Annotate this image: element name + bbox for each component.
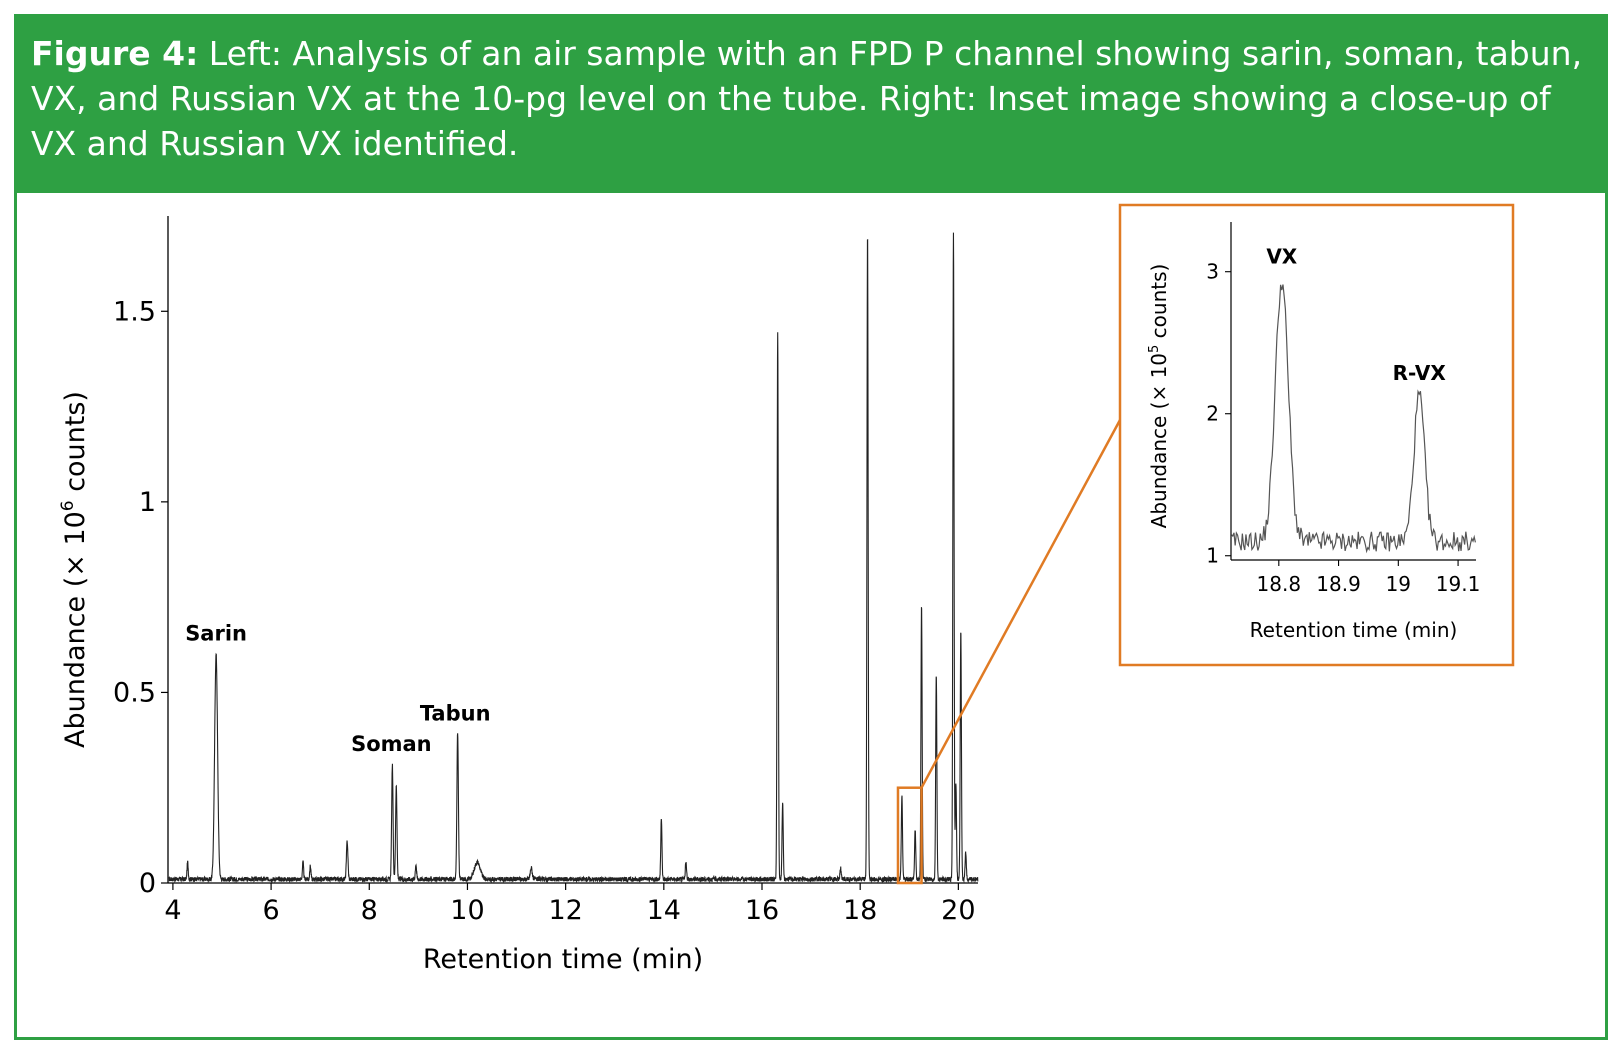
y-tick-label: 0 [139, 868, 156, 899]
zoom-highlight-box [896, 786, 923, 885]
main-chromatogram: 4 6 8 10 12 14 16 18 20 0 0.5 1 1.5 Sarin Soman Tabun Re… [58, 216, 979, 975]
inset-chromatogram-trace [1231, 284, 1476, 554]
inset-x-tick-label: 18.9 [1316, 572, 1361, 596]
inset-chromatogram: 18.8 18.9 19 19.1 1 2 3 VX R-VX Retention time (m… [1118, 203, 1515, 667]
zoom-connector [920, 419, 1122, 789]
chromatogram-trace [168, 232, 979, 884]
figure-caption-text: Left: Analysis of an air sample with an … [31, 34, 1583, 163]
y-tick-label: 1.5 [113, 296, 156, 327]
inset-y-axis-title: Abundance (× 105 counts) [1147, 264, 1171, 529]
x-tick-label: 20 [941, 895, 975, 926]
y-axis-title-part: counts) [60, 391, 91, 500]
y-axis-title-exponent: 6 [58, 500, 78, 511]
inset-y-axis-title-part: counts) [1147, 264, 1171, 345]
x-tick-label: 12 [548, 895, 582, 926]
inset-y-tick-label: 2 [1206, 402, 1219, 426]
inset-y-axis-title-exponent: 5 [1147, 345, 1162, 353]
x-tick-label: 10 [450, 895, 484, 926]
x-tick-label: 14 [647, 895, 681, 926]
inset-x-axis-title: Retention time (min) [1250, 618, 1458, 642]
y-axis-title-part: Abundance (× 10 [60, 511, 91, 748]
inset-y-tick-label: 3 [1206, 260, 1219, 284]
y-tick-label: 1 [139, 487, 156, 518]
x-tick-label: 4 [164, 895, 181, 926]
inset-peak-label: VX [1266, 245, 1297, 269]
peak-label: Soman [351, 732, 432, 756]
inset-x-tick-label: 19.1 [1436, 572, 1481, 596]
x-tick-label: 16 [745, 895, 779, 926]
peak-label: Sarin [185, 622, 247, 646]
y-tick-label: 0.5 [113, 677, 156, 708]
x-axis-title: Retention time (min) [423, 944, 703, 975]
inset-x-tick-label: 18.8 [1257, 572, 1302, 596]
inset-y-axis-title-part: Abundance (× 10 [1147, 353, 1171, 528]
x-tick-label: 6 [262, 895, 279, 926]
x-tick-label: 8 [361, 895, 378, 926]
x-tick-label: 18 [843, 895, 877, 926]
zoom-connector-line [920, 419, 1122, 789]
peak-label: Tabun [420, 702, 491, 726]
figure-caption: Figure 4: Left: Analysis of an air sampl… [17, 17, 1605, 193]
inset-frame [1118, 203, 1515, 667]
inset-y-tick-label: 1 [1206, 544, 1219, 568]
figure-label: Figure 4: [31, 34, 199, 73]
inset-peak-label: R-VX [1393, 361, 1447, 385]
y-axis-title: Abundance (× 106 counts) [58, 391, 91, 748]
inset-x-tick-label: 19 [1386, 572, 1411, 596]
